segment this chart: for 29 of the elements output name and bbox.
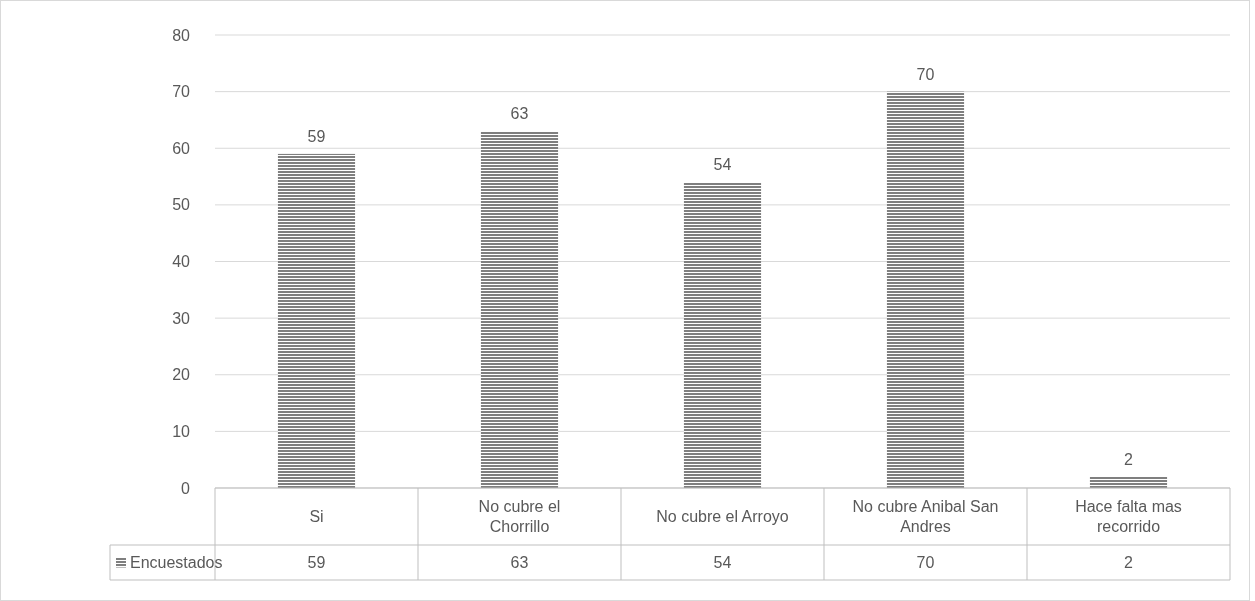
y-tick-label: 60 — [172, 139, 191, 157]
y-tick-label: 20 — [172, 366, 191, 384]
bar — [683, 182, 762, 488]
annotation: 2 — [1124, 450, 1134, 468]
legend-label: Encuestados — [130, 554, 223, 572]
bar — [886, 91, 965, 488]
y-tick-label: 0 — [181, 479, 191, 497]
data-label: 54 — [713, 554, 732, 572]
data-label: 2 — [1124, 554, 1134, 572]
annotation: 70 — [916, 65, 935, 83]
data-label: 63 — [510, 554, 529, 572]
bar — [277, 153, 356, 488]
x-tick-label: No cubre Anibal San Andres — [852, 498, 999, 536]
x-tick-label: Hace falta mas recorrido — [1075, 498, 1182, 536]
data-label: 70 — [916, 554, 935, 572]
bar — [480, 131, 559, 488]
y-tick-label: 50 — [172, 196, 191, 214]
y-tick-label: 40 — [172, 253, 191, 271]
data-label: 59 — [307, 554, 326, 572]
x-tick-label: Si — [309, 508, 324, 526]
y-tick-label: 10 — [172, 422, 191, 440]
y-tick-label: 70 — [172, 83, 191, 101]
y-tick-label: 80 — [172, 26, 191, 44]
annotation: 54 — [713, 156, 732, 174]
x-tick-label: No cubre el Arroyo — [656, 508, 789, 526]
y-tick-label: 30 — [172, 309, 191, 327]
x-tick-label: No cubre el Chorrillo — [478, 498, 561, 536]
annotation: 63 — [510, 105, 529, 123]
annotation: 59 — [307, 127, 326, 145]
